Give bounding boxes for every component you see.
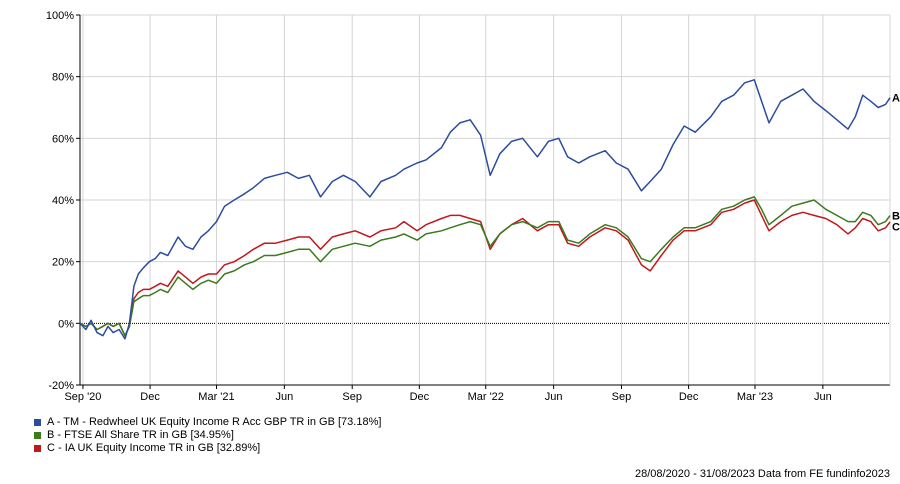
series-line-a bbox=[79, 79, 891, 340]
legend-label-c: C - IA UK Equity Income TR in GB [32.89%… bbox=[47, 442, 261, 454]
y-tick-label: 60% bbox=[52, 133, 74, 145]
series-line-c bbox=[79, 199, 891, 337]
legend-label-b: B - FTSE All Share TR in GB [34.95%] bbox=[47, 429, 234, 441]
grid bbox=[80, 14, 890, 386]
y-tick-label: 0% bbox=[58, 318, 74, 330]
x-tick-label: Mar '23 bbox=[737, 391, 773, 403]
end-labels: A BC bbox=[892, 93, 900, 234]
legend-swatch-a bbox=[34, 419, 41, 426]
x-tick-label: Jun bbox=[275, 391, 293, 403]
legend-item-a: A - TM - Redwheel UK Equity Income R Acc… bbox=[34, 416, 381, 429]
end-label-a: A bbox=[892, 93, 900, 105]
x-tick-label: Sep bbox=[342, 391, 362, 403]
x-tick-label: Mar '22 bbox=[468, 391, 504, 403]
legend: A - TM - Redwheel UK Equity Income R Acc… bbox=[34, 416, 381, 455]
y-tick-label: -20% bbox=[48, 380, 74, 392]
series-line-b bbox=[79, 196, 891, 337]
x-tick-label: Dec bbox=[140, 391, 160, 403]
x-tick-label: Sep '20 bbox=[64, 391, 101, 403]
legend-item-b: B - FTSE All Share TR in GB [34.95%] bbox=[34, 429, 381, 442]
x-tick-label: Sep bbox=[612, 391, 632, 403]
y-tick-label: 40% bbox=[52, 195, 74, 207]
y-tick-label: 20% bbox=[52, 257, 74, 269]
x-tick-label: Dec bbox=[679, 391, 699, 403]
legend-label-a: A - TM - Redwheel UK Equity Income R Acc… bbox=[47, 416, 382, 428]
series-group bbox=[79, 79, 891, 340]
x-tick-label: Jun bbox=[814, 391, 832, 403]
legend-item-c: C - IA UK Equity Income TR in GB [32.89%… bbox=[34, 442, 381, 455]
end-label-b: B bbox=[892, 211, 900, 223]
legend-swatch-c bbox=[34, 445, 41, 452]
legend-swatch-b bbox=[34, 432, 41, 439]
x-tick-label: Jun bbox=[545, 391, 563, 403]
end-label-c: C bbox=[892, 222, 900, 234]
y-tick-label: 80% bbox=[52, 72, 74, 84]
axes: 100% 80% 60% 40% 20% 0% -20%Sep '20 Dec Mar '21 J… bbox=[46, 10, 891, 403]
y-tick-label: 100% bbox=[46, 10, 74, 22]
x-tick-label: Dec bbox=[410, 391, 430, 403]
x-tick-label: Mar '21 bbox=[198, 391, 234, 403]
footer-source: 28/08/2020 - 31/08/2023 Data from FE fun… bbox=[634, 468, 890, 480]
